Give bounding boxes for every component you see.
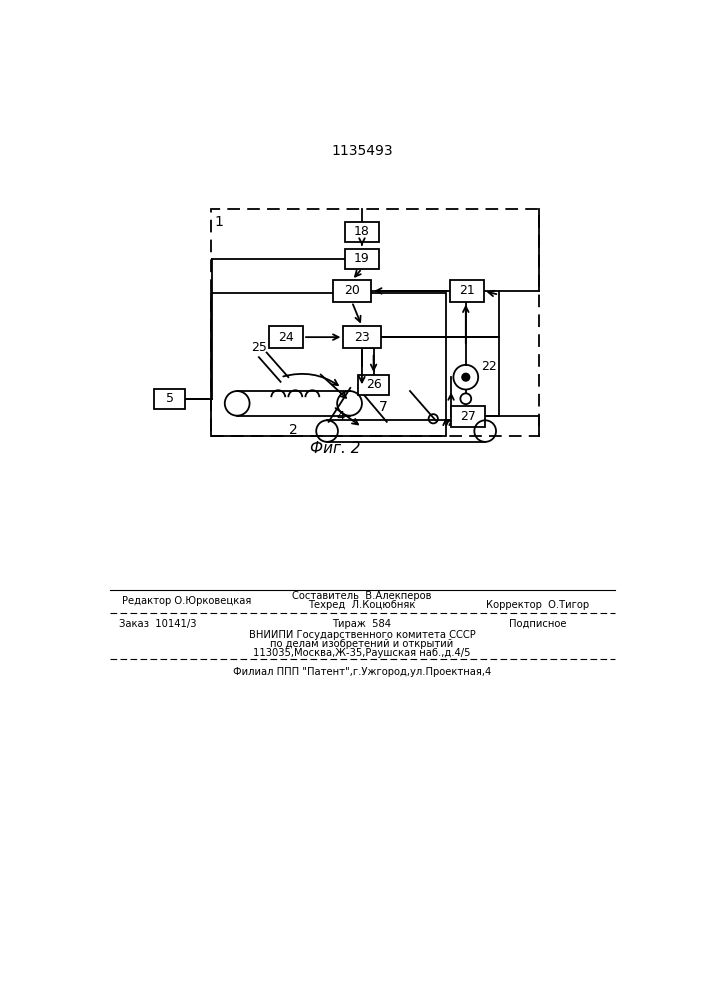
Text: по делам изобретений и открытий: по делам изобретений и открытий [270,639,454,649]
Circle shape [462,373,469,381]
Text: 21: 21 [459,284,474,297]
Bar [269,326,303,348]
Text: Фиг. 2: Фиг. 2 [310,441,360,456]
Text: 4: 4 [336,410,344,423]
Bar [332,280,371,302]
Text: Корректор  О.Тигор: Корректор О.Тигор [486,600,590,610]
Text: 5: 5 [165,392,174,405]
Bar [154,389,185,409]
Text: 1135493: 1135493 [331,144,393,158]
Text: 19: 19 [354,252,370,265]
Bar [211,293,446,436]
Text: 7: 7 [378,400,387,414]
Text: 2: 2 [289,423,298,437]
Text: Тираж  584: Тираж 584 [332,619,392,629]
Text: Филиал ППП "Патент",г.Ужгород,ул.Проектная,4: Филиал ППП "Патент",г.Ужгород,ул.Проектн… [233,667,491,677]
Text: 22: 22 [481,360,497,373]
Text: 26: 26 [366,378,382,391]
Bar [358,375,389,395]
Text: 24: 24 [278,331,294,344]
Text: 27: 27 [460,410,476,423]
Text: ВНИИПИ Государственного комитета СССР: ВНИИПИ Государственного комитета СССР [249,630,475,640]
Bar [345,222,379,242]
Text: 1: 1 [215,215,223,229]
Bar [451,406,485,427]
Bar [345,249,379,269]
Text: 113035,Москва,Ж-35,Раушская наб.,д.4/5: 113035,Москва,Ж-35,Раушская наб.,д.4/5 [253,648,471,658]
Text: Подписное: Подписное [509,619,566,629]
Text: Техред  Л.Коцюбняк: Техред Л.Коцюбняк [308,600,416,610]
Text: 20: 20 [344,284,360,297]
Text: 23: 23 [354,331,370,344]
Text: Редактор О.Юрковецкая: Редактор О.Юрковецкая [122,596,252,606]
Bar [344,326,380,348]
Text: Заказ  10141/3: Заказ 10141/3 [119,619,197,629]
Text: 18: 18 [354,225,370,238]
Bar [450,280,484,302]
Text: Составитель  В.Алекперов: Составитель В.Алекперов [292,591,432,601]
Text: 25: 25 [251,341,267,354]
